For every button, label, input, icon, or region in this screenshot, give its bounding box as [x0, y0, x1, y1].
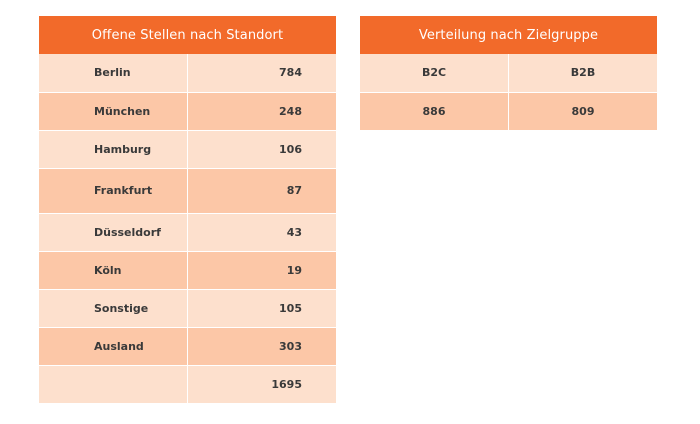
location-count: 19 [187, 251, 336, 290]
location-name: Frankfurt [39, 168, 188, 214]
location-count: 303 [187, 327, 336, 366]
total-count: 1695 [187, 365, 336, 404]
table-row: München 248 [39, 92, 336, 131]
table-total-row: 1695 [39, 365, 336, 404]
location-count: 106 [187, 130, 336, 169]
segment-value-b2c: 886 [360, 92, 509, 131]
location-count: 784 [187, 54, 336, 93]
table-row: Berlin 784 [39, 54, 336, 93]
location-name: München [39, 92, 188, 131]
location-name: Köln [39, 251, 188, 290]
table-row: B2C B2B [360, 54, 657, 93]
location-name: Sonstige [39, 289, 188, 328]
table-row: Düsseldorf 43 [39, 213, 336, 252]
zielgruppe-table: Verteilung nach Zielgruppe B2C B2B 886 8… [360, 16, 657, 131]
segment-value-b2b: 809 [508, 92, 657, 131]
location-name: Ausland [39, 327, 188, 366]
location-count: 87 [187, 168, 336, 214]
location-count: 105 [187, 289, 336, 328]
table-row: Ausland 303 [39, 327, 336, 366]
table-row: Frankfurt 87 [39, 168, 336, 214]
standort-table: Offene Stellen nach Standort Berlin 784 … [39, 16, 336, 404]
location-name: Hamburg [39, 130, 188, 169]
segment-label-b2c: B2C [360, 54, 509, 93]
location-count: 43 [187, 213, 336, 252]
table-row: Hamburg 106 [39, 130, 336, 169]
segment-label-b2b: B2B [508, 54, 657, 93]
table-row: 886 809 [360, 92, 657, 131]
table-row: Köln 19 [39, 251, 336, 290]
location-name: Düsseldorf [39, 213, 188, 252]
zielgruppe-table-title: Verteilung nach Zielgruppe [360, 16, 657, 54]
total-label [39, 365, 188, 404]
standort-table-title: Offene Stellen nach Standort [39, 16, 336, 54]
table-row: Sonstige 105 [39, 289, 336, 328]
location-name: Berlin [39, 54, 188, 93]
location-count: 248 [187, 92, 336, 131]
